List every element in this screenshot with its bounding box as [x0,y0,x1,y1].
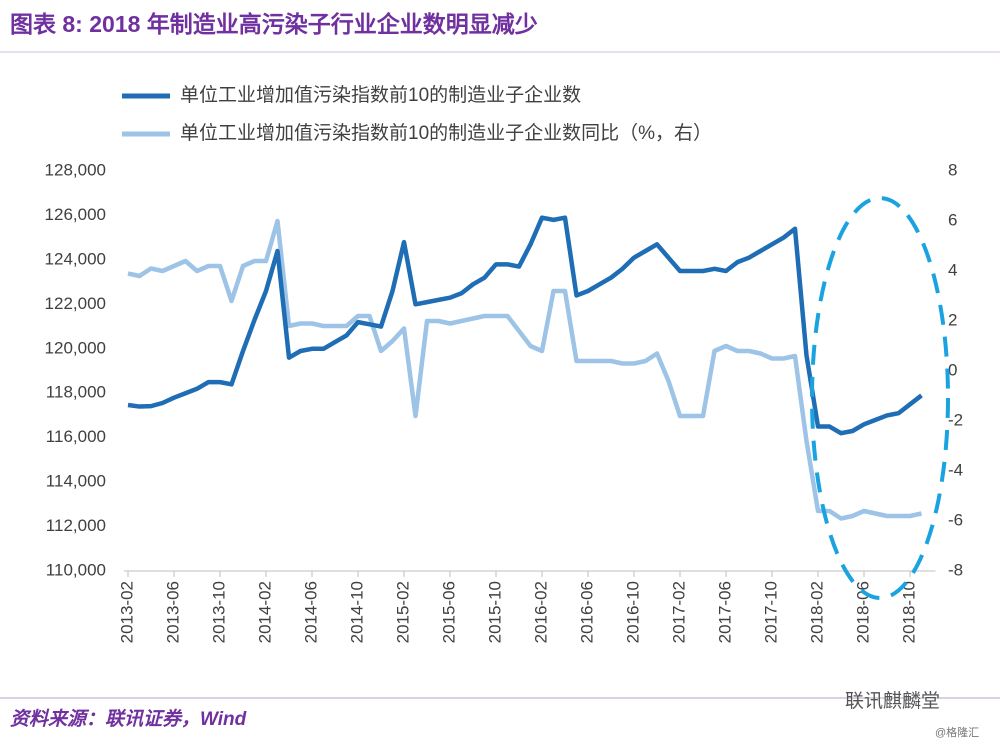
legend-label: 单位工业增加值污染指数前10的制造业子企业数同比（%，右） [180,122,712,144]
x-tick-label: 2013-06 [163,581,182,643]
y2-tick-label: -2 [948,410,963,429]
x-tick-label: 2016-10 [623,581,642,643]
y2-tick-label: 6 [948,210,957,229]
x-tick-label: 2014-02 [255,581,274,643]
x-tick-label: 2013-10 [209,581,228,643]
x-tick-label: 2015-10 [485,581,504,643]
y2-tick-label: -6 [948,510,963,529]
y-tick-label: 124,000 [45,249,106,268]
x-tick-label: 2018-02 [807,581,826,643]
y-tick-label: 118,000 [46,383,106,402]
x-tick-label: 2017-10 [761,581,780,643]
watermark: 联讯麒麟堂 [845,690,940,712]
y2-tick-label: 0 [948,360,957,379]
y-tick-label: 114,000 [46,472,106,491]
chart-title: 图表 8: 2018 年制造业高污染子行业企业数明显减少 [10,11,538,37]
y2-tick-label: 4 [948,260,957,279]
legend-label: 单位工业增加值污染指数前10的制造业子企业数 [180,84,581,106]
series-line [127,218,922,521]
y2-tick-label: 2 [948,310,957,329]
x-tick-label: 2013-02 [117,581,136,643]
highlight-ellipse [810,196,950,600]
y-tick-label: 116,000 [46,427,106,446]
y-tick-label: 122,000 [45,294,106,313]
y2-tick-label: 8 [948,160,957,179]
source: 资料来源：联讯证券，Wind [10,708,247,730]
watermark2: @格隆汇 [935,725,979,739]
x-tick-label: 2018-10 [899,581,918,643]
series-line [127,215,923,436]
x-tick-label: 2014-10 [347,581,366,643]
x-tick-label: 2015-02 [393,581,412,643]
x-tick-label: 2016-06 [577,581,596,643]
y-tick-label: 110,000 [46,560,106,579]
x-tick-label: 2015-06 [439,581,458,643]
x-tick-label: 2016-02 [531,581,550,643]
y2-tick-label: -4 [948,460,963,479]
x-tick-label: 2014-06 [301,581,320,643]
y-tick-label: 128,000 [45,160,106,179]
y2-tick-label: -8 [948,560,963,579]
x-tick-label: 2017-06 [715,581,734,643]
y-tick-label: 112,000 [46,516,106,535]
y-tick-label: 120,000 [45,338,106,357]
x-tick-label: 2017-02 [669,581,688,643]
y-tick-label: 126,000 [45,205,106,224]
